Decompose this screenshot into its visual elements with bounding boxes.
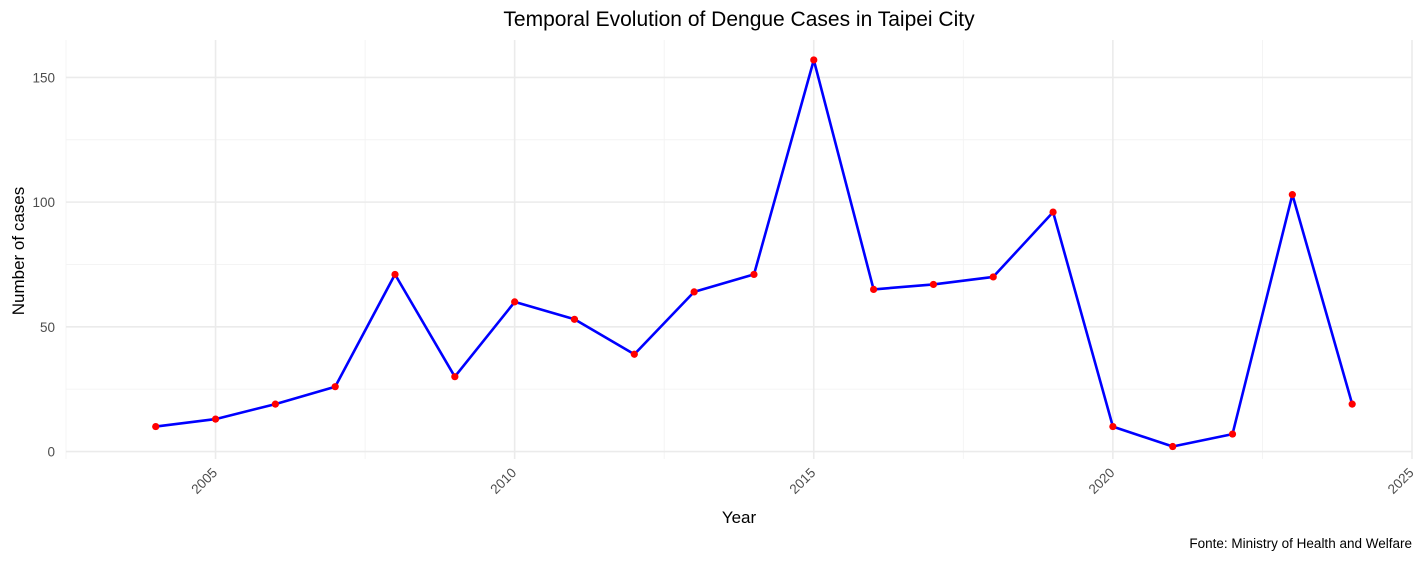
- data-point: [451, 373, 459, 381]
- y-tick-label: 50: [40, 320, 55, 335]
- data-point: [1348, 400, 1356, 408]
- chart-title: Temporal Evolution of Dengue Cases in Ta…: [503, 8, 975, 31]
- x-tick-label: 2025: [1385, 465, 1417, 497]
- data-point: [989, 273, 997, 281]
- data-point: [152, 422, 160, 431]
- y-tick-label: 0: [47, 445, 55, 460]
- data-point: [331, 383, 339, 391]
- y-tick-label: 150: [32, 70, 55, 85]
- data-point: [750, 270, 758, 279]
- x-tick-label: 2020: [1086, 465, 1118, 497]
- x-axis-label: Year: [722, 508, 757, 527]
- data-point: [929, 280, 938, 289]
- data-point: [690, 288, 698, 296]
- data-point: [570, 315, 579, 323]
- data-point: [1169, 442, 1177, 451]
- x-tick-label: 2015: [787, 465, 819, 497]
- source-caption: Fonte: Ministry of Health and Welfare: [1189, 536, 1412, 551]
- data-point: [511, 298, 519, 306]
- data-point: [630, 350, 638, 358]
- data-point: [1109, 422, 1117, 431]
- grid: [65, 40, 1413, 459]
- x-tick-label: 2005: [188, 465, 220, 497]
- data-point: [271, 400, 279, 408]
- data-point: [211, 415, 220, 423]
- y-tick-label: 100: [32, 195, 55, 210]
- x-tick-label: 2010: [487, 465, 519, 497]
- data-point: [1288, 191, 1296, 199]
- series-layer: [152, 56, 1356, 451]
- data-point: [810, 56, 818, 64]
- data-point: [391, 270, 399, 279]
- y-axis-label: Number of cases: [9, 187, 28, 316]
- data-point: [870, 285, 878, 294]
- data-point: [1049, 208, 1057, 216]
- data-point: [1228, 430, 1237, 438]
